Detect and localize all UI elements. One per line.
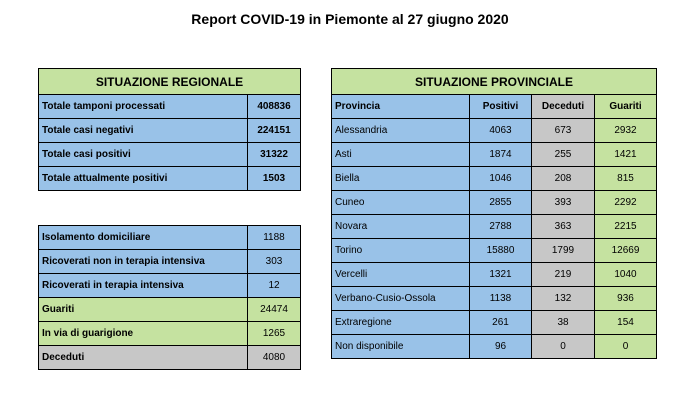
row-value: 1503: [247, 166, 301, 191]
row-value: 224151: [247, 118, 301, 143]
guariti-cell: 154: [593, 310, 658, 335]
positivi-cell: 2855: [469, 190, 532, 215]
row-label: Isolamento domiciliare: [38, 225, 248, 250]
table-row: Non disponibile 96 0 0: [331, 334, 658, 359]
column-header-guariti: Guariti: [593, 94, 658, 119]
table-row: Verbano-Cusio-Ossola 1138 132 936: [331, 286, 658, 311]
column-header-row: Provincia Positivi Deceduti Guariti: [331, 94, 658, 119]
table-row: Extraregione 261 38 154: [331, 310, 658, 335]
row-value: 4080: [247, 345, 301, 370]
report-title: Report COVID-19 in Piemonte al 27 giugno…: [191, 11, 509, 27]
deceduti-cell: 393: [531, 190, 595, 215]
guariti-cell: 2932: [593, 118, 658, 143]
deceduti-cell: 673: [531, 118, 595, 143]
positivi-cell: 2788: [469, 214, 532, 239]
guariti-cell: 12669: [593, 238, 658, 263]
guariti-cell: 0: [593, 334, 658, 359]
positivi-cell: 15880: [469, 238, 532, 263]
table-row: Ricoverati non in terapia intensiva 303: [38, 249, 301, 274]
positivi-cell: 96: [469, 334, 532, 359]
positivi-cell: 1321: [469, 262, 532, 287]
positivi-cell: 1046: [469, 166, 532, 191]
province-name-cell: Biella: [331, 166, 470, 191]
row-value: 408836: [247, 94, 301, 119]
deceduti-cell: 38: [531, 310, 595, 335]
province-name-cell: Non disponibile: [331, 334, 470, 359]
table-row: In via di guarigione 1265: [38, 321, 301, 346]
table-row: Guariti 24474: [38, 297, 301, 322]
row-label: Totale casi positivi: [38, 142, 248, 167]
deceduti-cell: 208: [531, 166, 595, 191]
table-row: Alessandria 4063 673 2932: [331, 118, 658, 143]
province-name-cell: Extraregione: [331, 310, 470, 335]
column-header-provincia: Provincia: [331, 94, 470, 119]
row-label: Totale tamponi processati: [38, 94, 248, 119]
row-value: 303: [247, 249, 301, 274]
table-row: Biella 1046 208 815: [331, 166, 658, 191]
deceduti-cell: 363: [531, 214, 595, 239]
deceduti-cell: 0: [531, 334, 595, 359]
column-header-deceduti: Deceduti: [531, 94, 595, 119]
guariti-cell: 1040: [593, 262, 658, 287]
row-value: 12: [247, 273, 301, 298]
deceduti-cell: 1799: [531, 238, 595, 263]
positivi-cell: 1874: [469, 142, 532, 167]
row-label: Ricoverati non in terapia intensiva: [38, 249, 248, 274]
province-name-cell: Asti: [331, 142, 470, 167]
regional-detail-table: Isolamento domiciliare 1188 Ricoverati n…: [38, 225, 301, 370]
row-value: 1265: [247, 321, 301, 346]
table-row: Torino 15880 1799 12669: [331, 238, 658, 263]
row-label: Guariti: [38, 297, 248, 322]
table-row: Isolamento domiciliare 1188: [38, 225, 301, 250]
positivi-cell: 261: [469, 310, 532, 335]
provincial-header: SITUAZIONE PROVINCIALE: [330, 68, 658, 95]
table-row: Novara 2788 363 2215: [331, 214, 658, 239]
province-name-cell: Verbano-Cusio-Ossola: [331, 286, 470, 311]
province-name-cell: Novara: [331, 214, 470, 239]
province-name-cell: Cuneo: [331, 190, 470, 215]
province-name-cell: Vercelli: [331, 262, 470, 287]
regional-summary-table: SITUAZIONE REGIONALE Totale tamponi proc…: [38, 68, 301, 191]
table-row: Deceduti 4080: [38, 345, 301, 370]
row-label: Totale attualmente positivi: [38, 166, 248, 191]
regional-header: SITUAZIONE REGIONALE: [38, 68, 301, 95]
row-label: Deceduti: [38, 345, 248, 370]
row-label: Ricoverati in terapia intensiva: [38, 273, 248, 298]
positivi-cell: 1138: [469, 286, 532, 311]
deceduti-cell: 132: [531, 286, 595, 311]
table-row: Asti 1874 255 1421: [331, 142, 658, 167]
guariti-cell: 1421: [593, 142, 658, 167]
province-name-cell: Torino: [331, 238, 470, 263]
table-row: Vercelli 1321 219 1040: [331, 262, 658, 287]
table-row: Totale tamponi processati 408836: [38, 94, 301, 119]
deceduti-cell: 255: [531, 142, 595, 167]
table-row: Totale casi positivi 31322: [38, 142, 301, 167]
guariti-cell: 2292: [593, 190, 658, 215]
row-value: 24474: [247, 297, 301, 322]
table-row: Totale attualmente positivi 1503: [38, 166, 301, 191]
table-row: Ricoverati in terapia intensiva 12: [38, 273, 301, 298]
row-value: 31322: [247, 142, 301, 167]
positivi-cell: 4063: [469, 118, 532, 143]
row-label: Totale casi negativi: [38, 118, 248, 143]
provincial-table: SITUAZIONE PROVINCIALE Provincia Positiv…: [330, 68, 658, 359]
table-row: Totale casi negativi 224151: [38, 118, 301, 143]
guariti-cell: 936: [593, 286, 658, 311]
province-name-cell: Alessandria: [331, 118, 470, 143]
table-row: Cuneo 2855 393 2292: [331, 190, 658, 215]
guariti-cell: 815: [593, 166, 658, 191]
deceduti-cell: 219: [531, 262, 595, 287]
column-header-positivi: Positivi: [469, 94, 532, 119]
guariti-cell: 2215: [593, 214, 658, 239]
row-label: In via di guarigione: [38, 321, 248, 346]
row-value: 1188: [247, 225, 301, 250]
